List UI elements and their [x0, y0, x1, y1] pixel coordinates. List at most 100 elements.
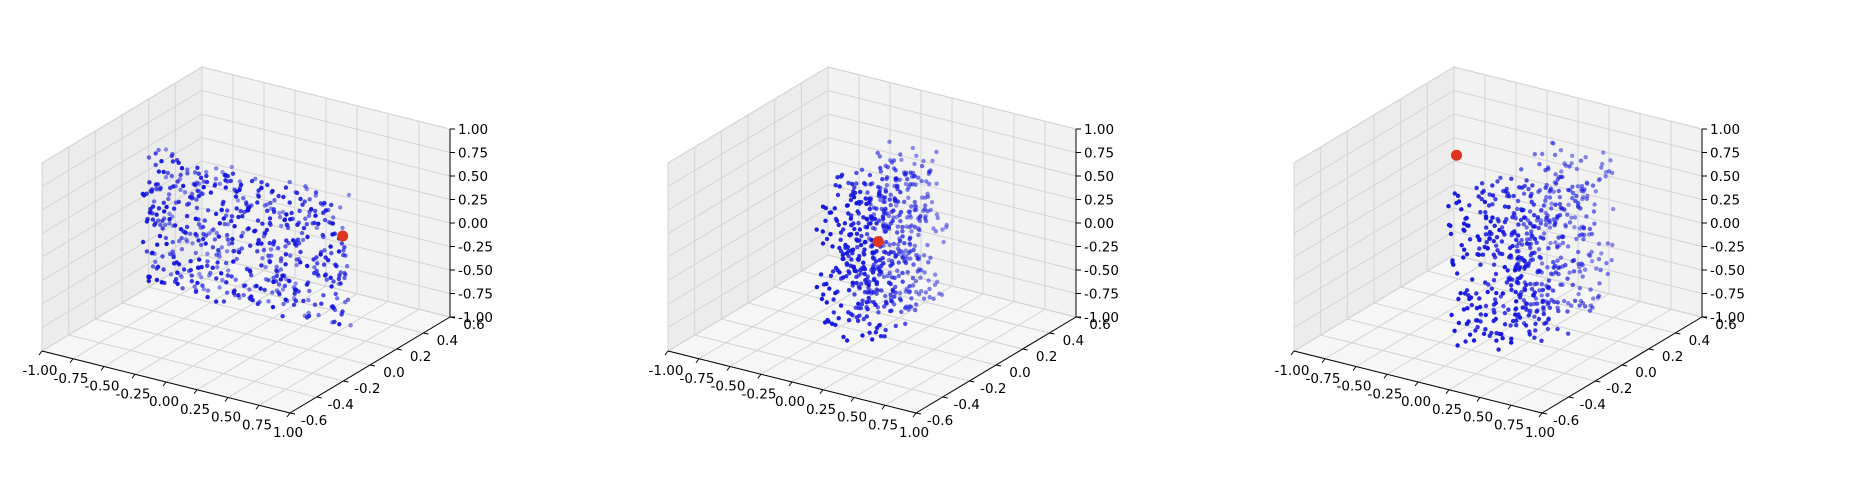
scatter-point [211, 227, 216, 232]
scatter-point [1475, 318, 1480, 323]
y-tick-label: 0.2 [1662, 349, 1683, 365]
scatter-point [1566, 202, 1571, 207]
scatter-point [156, 169, 162, 174]
scatter-point [939, 292, 945, 297]
scatter-point [219, 271, 224, 276]
scatter-point [270, 304, 276, 310]
scatter-point [316, 312, 321, 318]
scatter-point [255, 241, 261, 246]
scatter-point [1553, 220, 1558, 225]
scatter-point [872, 216, 878, 221]
scatter-point [1589, 231, 1595, 237]
scatter-point [912, 199, 917, 205]
scatter-point [890, 218, 895, 224]
scatter-point [1504, 280, 1510, 285]
scatter-point [894, 203, 899, 208]
scatter-point [1518, 217, 1524, 223]
z-tick-label: 0.00 [1710, 216, 1740, 232]
scatter-point [1577, 303, 1582, 308]
x-tick-label: 0.25 [1432, 402, 1462, 418]
scatter-point [236, 293, 241, 298]
scatter-point [1541, 305, 1546, 310]
scatter-point [217, 181, 223, 186]
scatter-point [1569, 303, 1574, 308]
scatter-point [332, 319, 337, 324]
y-tick-label: -0.6 [1553, 413, 1579, 429]
scatter-point [896, 260, 901, 265]
scatter-point [912, 173, 918, 179]
scatter-point [881, 195, 887, 201]
scatter-point [1553, 181, 1559, 186]
scatter-point [214, 299, 219, 304]
scatter-point [265, 182, 270, 188]
scatter-point [184, 213, 190, 219]
scatter-point [856, 257, 861, 262]
scatter-point [905, 215, 910, 220]
scatter-point [271, 209, 277, 214]
scatter-point [1496, 347, 1501, 352]
scatter-point [928, 255, 933, 260]
scatter-point [882, 334, 887, 339]
scatter-point [1503, 189, 1508, 194]
scatter-point [838, 303, 844, 308]
gridline-z [41, 89, 451, 187]
scatter-point [1556, 188, 1562, 194]
scatter-point [841, 275, 846, 280]
scatter-point [1500, 291, 1506, 296]
scatter-point [1534, 309, 1539, 314]
scatter-point [1535, 270, 1540, 275]
scatter-point [1534, 301, 1540, 306]
scatter-point [1485, 289, 1490, 295]
scatter-point [288, 253, 293, 258]
scatter-point [1522, 259, 1527, 264]
scatter-point [849, 223, 854, 228]
scatter-point [926, 278, 931, 283]
scatter-point [153, 259, 158, 264]
scatter-point [1492, 297, 1498, 302]
scatter-point [318, 252, 323, 257]
scatter-point [167, 221, 172, 226]
scatter-point [1551, 217, 1556, 222]
scatter-point [854, 274, 859, 280]
scatter-point [165, 170, 170, 176]
scatter-point [338, 281, 343, 286]
y-tick-label: 0.4 [1063, 333, 1084, 349]
scatter-point [927, 181, 932, 187]
scatter-point [1477, 304, 1483, 310]
scatter-point [294, 257, 299, 262]
scatter-point [281, 301, 286, 307]
scatter-point [1519, 185, 1525, 190]
y-tick-mark [316, 396, 322, 399]
scatter-point [229, 164, 234, 170]
scatter-point [883, 206, 888, 212]
scatter-point [1598, 267, 1603, 273]
scatter-point [268, 200, 273, 206]
scatter-point [1559, 206, 1565, 211]
scatter-point [170, 159, 176, 164]
y-tick-label: -0.4 [1579, 397, 1605, 413]
scatter-point [902, 172, 908, 177]
scatter-point [220, 169, 225, 175]
scatter-point [855, 245, 860, 250]
scatter-point [1560, 234, 1566, 240]
scatter-point [175, 281, 180, 286]
scatter-point [1582, 304, 1588, 309]
gridline-z [41, 254, 451, 352]
scatter-point [1575, 184, 1581, 189]
scatter-point [1539, 282, 1545, 287]
y-tick-label: -0.2 [1606, 381, 1632, 397]
scatter-point [1516, 281, 1521, 286]
scatter-point [1522, 215, 1527, 220]
scatter-point [1478, 210, 1483, 215]
scatter-point [1603, 174, 1608, 179]
scatter-point [148, 188, 153, 194]
scatter-point [193, 216, 198, 221]
x-tick-mark [757, 373, 762, 379]
scatter-point [927, 294, 932, 300]
scatter-point [322, 200, 327, 206]
scatter-point [175, 179, 180, 184]
scatter-point [873, 302, 878, 307]
scatter-point [1462, 247, 1467, 252]
scatter-point [874, 221, 879, 226]
scatter-point [1545, 265, 1550, 270]
